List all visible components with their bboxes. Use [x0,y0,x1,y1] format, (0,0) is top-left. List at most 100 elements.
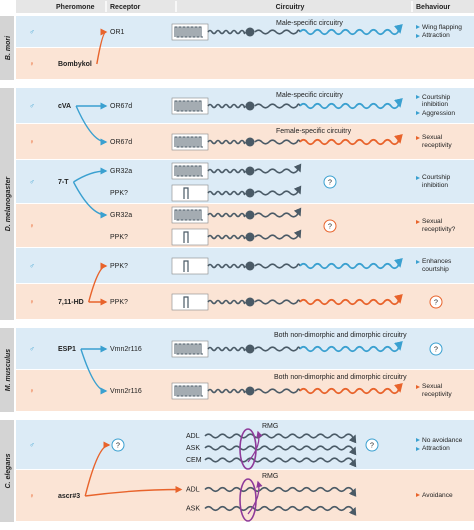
connector [207,29,246,35]
unknown-marker [111,438,125,452]
hub-arrow [247,430,263,463]
row-background [16,16,474,47]
connector [207,263,246,269]
connector [207,103,246,109]
species-label: B. mori [5,35,12,60]
species-bar [0,420,14,522]
receptor-glyph [174,136,203,148]
unknown-label: ? [370,442,374,449]
circuit [299,340,403,353]
behaviour-list: No avoidance Attraction [416,437,472,454]
receptor-glyph [174,343,203,355]
pheromone-label: 7,11-HD [58,299,84,306]
receptor-label: OR67d [110,139,132,146]
circuit-label: Female-specific circuitry [276,128,352,135]
neuron [245,386,255,396]
sex-symbol: ♀ [29,223,34,230]
receptor-label: PPK? [110,263,128,270]
circuit [299,382,403,395]
circuit [254,207,302,218]
neuron [245,210,255,220]
receptor-label: PPK? [110,234,128,241]
receptor-label: GR32a [110,168,132,175]
receptor-label: GR32a [110,212,132,219]
column-header: Behaviour [416,4,451,11]
receptor-label: Vmn2r116 [110,388,142,395]
circuit [204,457,357,468]
behaviour-list: Wing flapping Attraction [416,24,472,41]
behaviour: Enhances courtship [416,258,472,273]
circuit [254,163,302,174]
receptor-label: PPK? [110,299,128,306]
row-background [16,204,474,247]
unknown-marker [323,219,337,233]
connector [207,212,246,218]
behaviour: Sexual receptivity [416,134,472,149]
circuit [299,133,403,146]
unknown-marker [429,342,443,356]
behaviour: Sexual receptivity? [416,218,472,233]
sex-symbol: ♀ [29,493,34,500]
pheromone-arrow [80,348,108,395]
behaviour-list: Sexual receptivity? [416,218,472,234]
row-background [16,248,474,283]
sex-symbol: ♀ [29,388,34,395]
behaviour-list: Courtship inhibition Aggression [416,94,472,119]
connector [207,299,246,305]
behaviour: Avoidance [416,492,472,500]
sex-symbol: ♀ [29,61,34,68]
column-header: Receptor [110,4,141,11]
circuit-label: Male-specific circuitry [276,92,343,99]
species-label: D. melanogaster [5,175,12,231]
neuron [245,27,255,37]
unknown-label: ? [434,346,438,353]
neuron [245,297,255,307]
neuron [245,261,255,271]
pheromone-label: Bombykol [58,61,92,68]
species-bar [0,88,14,320]
circuit [204,505,357,516]
unknown-marker [429,295,443,309]
circuit [254,388,301,394]
pheromone-arrow [85,486,183,497]
receptor-box [171,228,209,246]
connector [207,139,246,145]
receptor-box [171,257,209,275]
circuit [299,23,403,36]
circuit [254,229,302,240]
circuit [204,445,357,456]
hub-arrow [247,480,263,515]
receptor-label: OR67d [110,103,132,110]
column-header: Pheromone [56,4,95,11]
behaviour: Sexual receptivity [416,383,472,398]
pheromone-arrow [88,262,108,303]
circuit [299,257,403,270]
hub-label: RMG [262,473,278,480]
neuron [245,101,255,111]
circuit [299,97,403,110]
behaviour: Wing flapping [416,24,472,32]
receptor-glyph [183,187,189,199]
behaviour: Courtship inhibition [416,94,472,109]
connector [207,346,246,352]
species-label: M. musculus [5,349,12,392]
sex-symbol: ♀ [29,139,34,146]
neuron-label: ADL [186,486,200,493]
neuron [245,232,255,242]
neuron [245,344,255,354]
unknown-label: ? [328,179,332,186]
pheromone-arrow [72,181,108,219]
unknown-marker [323,175,337,189]
behaviour: Courtship inhibition [416,174,472,189]
sex-symbol: ♂ [29,346,34,353]
connector [207,234,246,240]
connector [207,388,246,394]
circuit-label: Both non-dimorphic and dimorphic circuit… [274,332,407,339]
circuit-label: Male-specific circuitry [276,20,343,27]
sex-symbol: ♂ [29,103,34,110]
circuit [254,263,301,269]
hub-label: RMG [262,423,278,430]
neuron-label: ADL [186,433,200,440]
header-band [16,0,474,13]
